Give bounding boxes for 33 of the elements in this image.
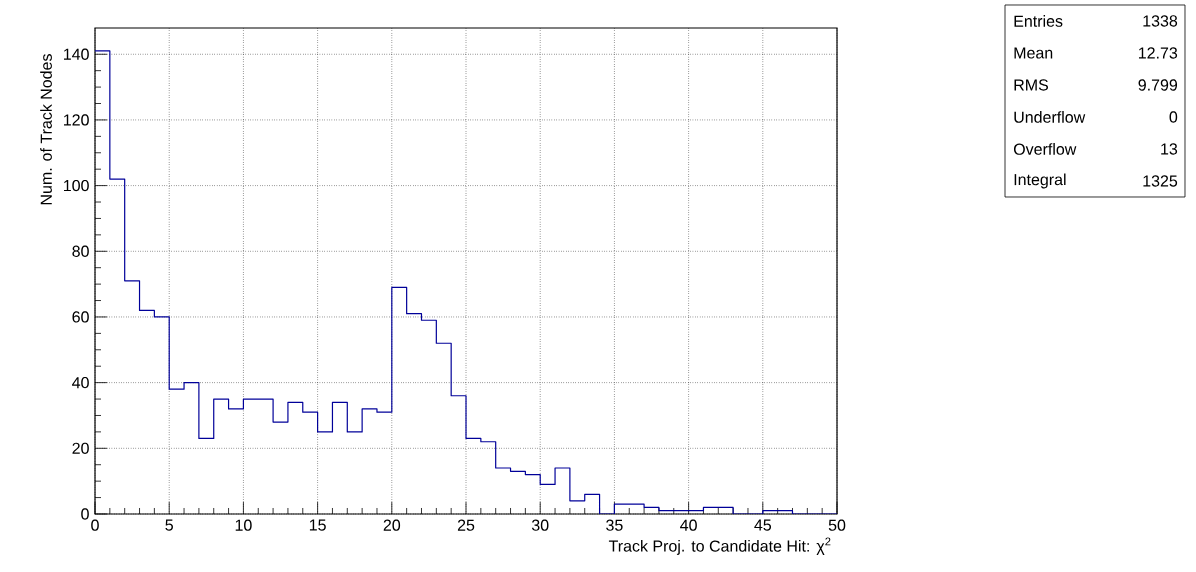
text: 1325	[1143, 175, 1178, 187]
x-tick-label: 10	[235, 519, 252, 531]
text: Underflow	[1014, 111, 1086, 123]
text: 0	[1169, 111, 1178, 123]
text: 1338	[1143, 15, 1178, 27]
y-tick-label: 60	[72, 311, 89, 323]
text: 9.799	[1138, 79, 1178, 91]
y-tick-label: 0	[81, 508, 89, 520]
text: 12.73	[1138, 47, 1178, 59]
y-tick-label: 100	[64, 179, 89, 192]
y-tick-label: 120	[64, 114, 89, 126]
x-tick-label: 5	[165, 519, 173, 531]
x-tick-label: 45	[754, 519, 772, 531]
y-axis-title: Num. of Track Nodes	[40, 54, 52, 205]
x-tick-label: 40	[680, 519, 697, 531]
text: RMS	[1014, 79, 1049, 91]
text: Integral	[1014, 173, 1066, 189]
x-tick-label: 35	[606, 519, 623, 531]
text: Entries	[1014, 15, 1063, 27]
x-tick-label: 25	[457, 519, 475, 531]
y-tick-label: 40	[72, 376, 89, 389]
y-tick-label: 140	[64, 48, 89, 60]
x-tick-label: 50	[828, 519, 846, 531]
x-tick-label: 0	[91, 519, 99, 531]
x-tick-label: 15	[309, 519, 326, 531]
x-tick-label: 20	[383, 519, 401, 531]
text: 13	[1161, 143, 1178, 155]
text: Overflow	[1013, 143, 1077, 155]
x-axis-title: Track Proj. to Candidate Hit: χ$^{2}$	[608, 537, 831, 555]
text: Mean	[1014, 47, 1053, 59]
y-tick-label: 80	[72, 245, 89, 257]
x-tick-label: 30	[531, 519, 549, 531]
y-tick-label: 20	[72, 442, 89, 454]
